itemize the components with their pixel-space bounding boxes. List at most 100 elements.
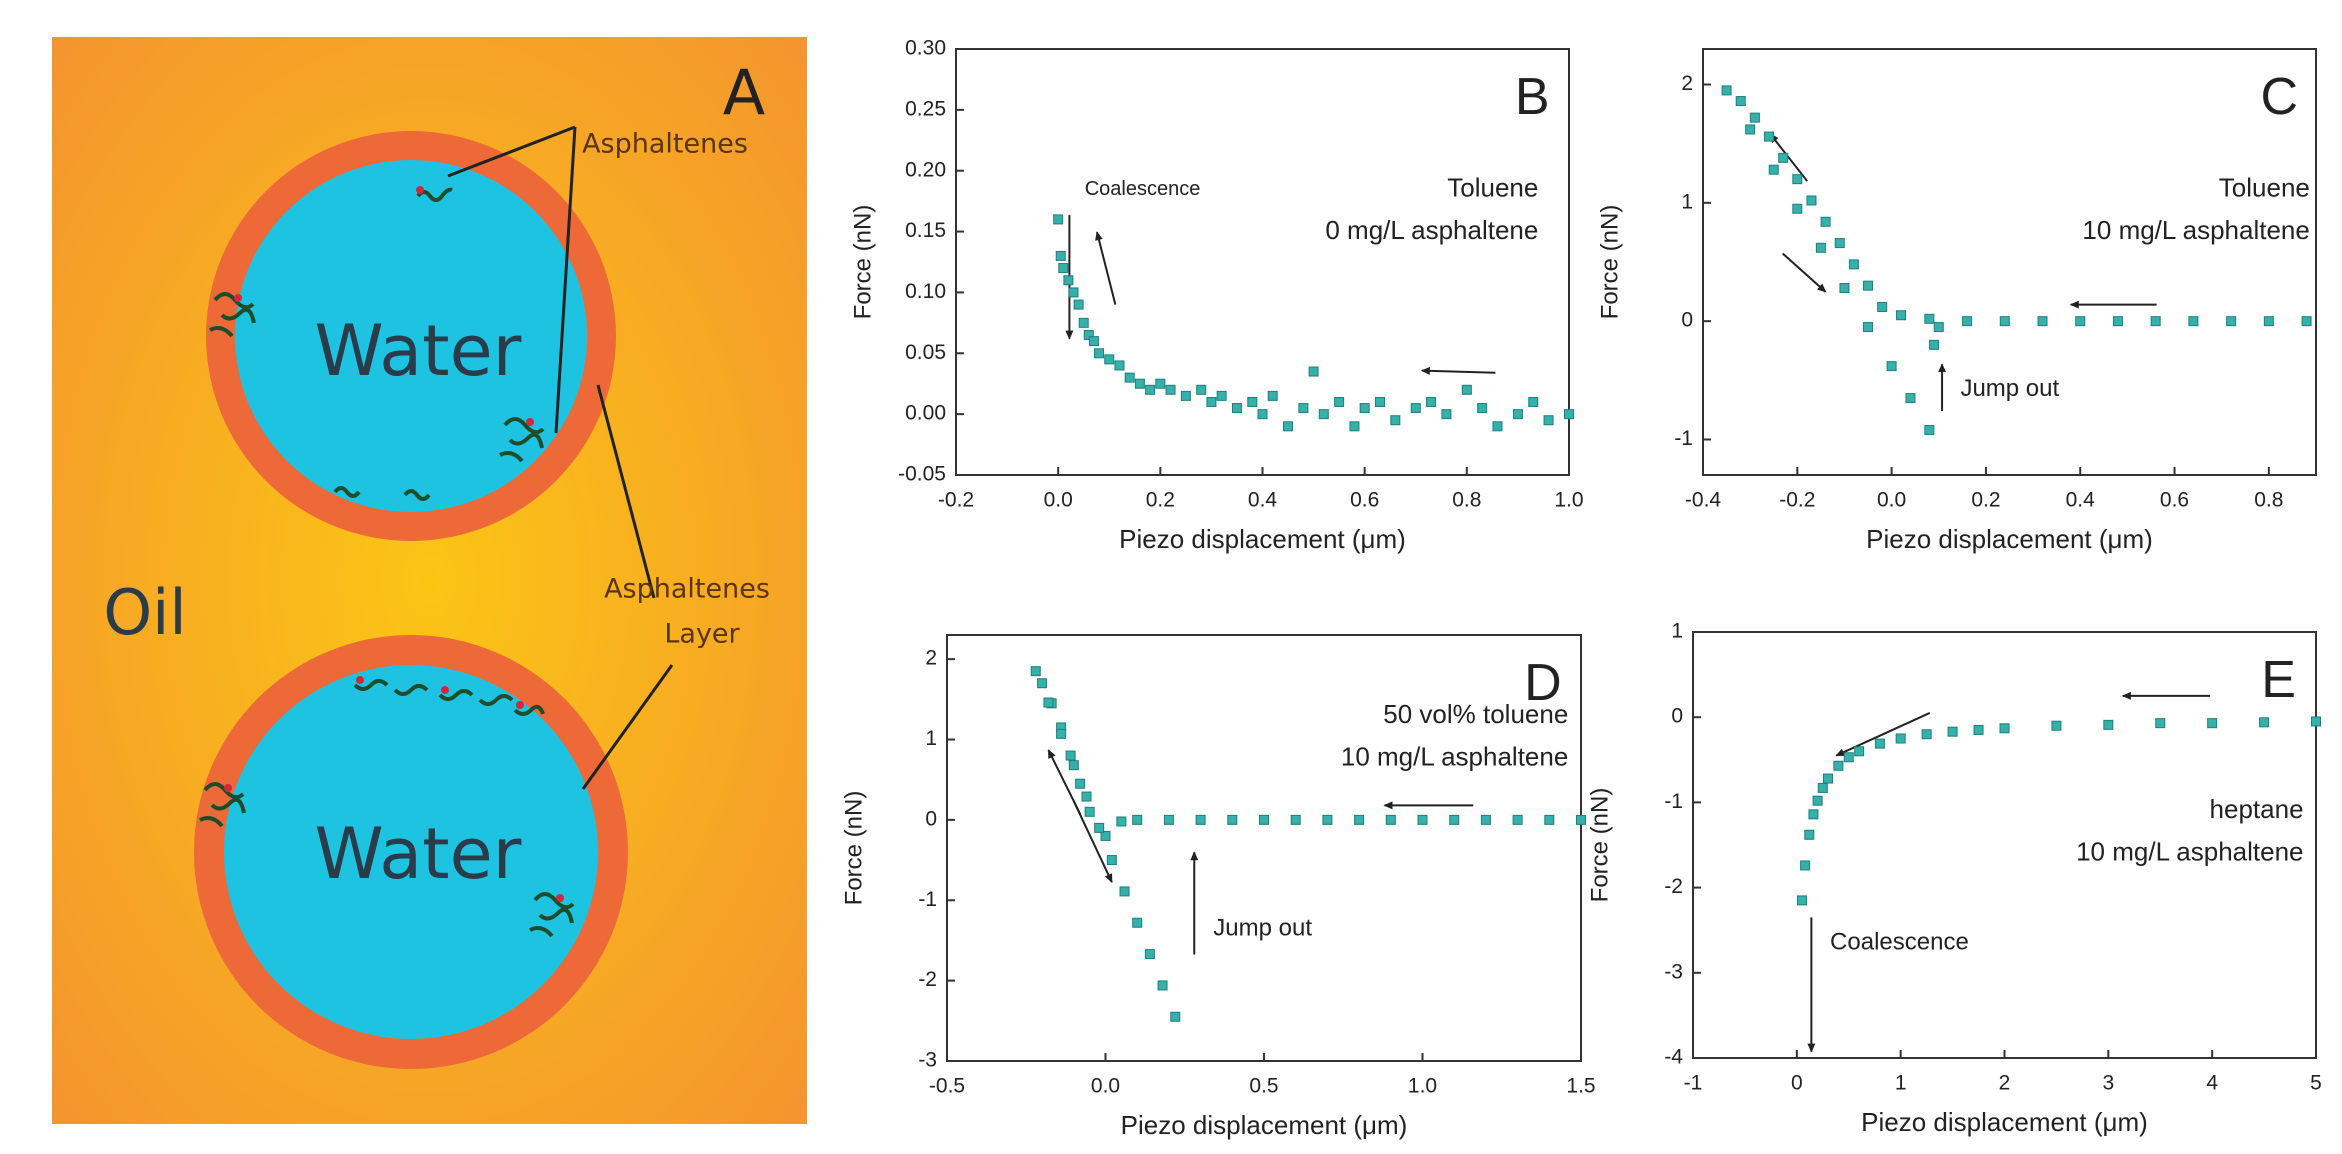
data-point <box>1778 152 1789 163</box>
x-tick-label: 0.4 <box>2066 489 2096 512</box>
data-point <box>1800 860 1811 871</box>
oil-label: Oil <box>103 576 186 649</box>
x-tick-label: -0.2 <box>938 489 974 512</box>
layer-label: Layer <box>664 619 740 650</box>
data-point <box>1170 1011 1181 1022</box>
molecule <box>353 679 545 716</box>
y-tick-label: -2 <box>1664 875 1683 898</box>
data-point <box>1100 830 1111 841</box>
molecule <box>499 417 545 463</box>
y-tick-label: 0.05 <box>905 341 946 364</box>
x-tick-label: 0.0 <box>1091 1075 1120 1098</box>
x-tick-label: 1.5 <box>1566 1075 1595 1098</box>
leader-line <box>596 384 656 599</box>
data-point <box>1792 174 1803 185</box>
annotation: 10 mg/L asphaltene <box>1341 741 1568 771</box>
y-tick-label: 2 <box>925 647 937 670</box>
data-point <box>1055 250 1066 261</box>
data-point <box>1410 403 1421 414</box>
data-point <box>2150 316 2161 327</box>
data-point <box>1106 855 1117 866</box>
data-point <box>1947 726 1958 737</box>
y-tick-label: 0.30 <box>905 37 946 60</box>
annotation: Toluene <box>2219 172 2310 202</box>
data-point <box>1354 814 1365 825</box>
data-point <box>1053 214 1064 225</box>
leader-line <box>554 126 577 434</box>
data-point <box>1134 378 1145 389</box>
y-tick-label: 0 <box>1671 705 1683 728</box>
data-point <box>1804 829 1815 840</box>
data-point <box>1075 778 1086 789</box>
layer-label: Asphaltenes <box>604 574 770 605</box>
y-axis-title: Force (nN) <box>1586 788 1613 903</box>
data-point <box>2263 316 2274 327</box>
x-tick-label: 0.2 <box>1146 489 1175 512</box>
data-point <box>1058 263 1069 274</box>
data-point <box>1999 316 2010 327</box>
data-point <box>1839 283 1850 294</box>
x-tick-label: 0.8 <box>2254 489 2283 512</box>
data-point <box>1441 409 1452 420</box>
data-point <box>1231 403 1242 414</box>
y-tick-label: 1 <box>1681 190 1693 213</box>
data-point <box>1817 782 1828 793</box>
data-point <box>1735 96 1746 107</box>
x-tick-label: 4 <box>2206 1072 2218 1095</box>
data-point <box>1544 814 1555 825</box>
panel-label: E <box>2261 651 2296 709</box>
data-point <box>1196 384 1207 395</box>
data-point <box>1195 814 1206 825</box>
arrow <box>1072 800 1113 883</box>
data-point <box>1081 791 1092 802</box>
data-point <box>1528 396 1539 407</box>
data-point <box>1308 366 1319 377</box>
data-point <box>1808 809 1819 820</box>
data-point <box>1492 421 1503 432</box>
x-tick-label: 3 <box>2102 1072 2114 1095</box>
annotation: 10 mg/L asphaltene <box>2082 215 2309 245</box>
data-point <box>1745 124 1756 135</box>
arrow <box>1420 366 1496 375</box>
annotation: 0 mg/L asphaltene <box>1325 215 1538 245</box>
data-point <box>1078 317 1089 328</box>
x-tick-label: 1 <box>1895 1072 1907 1095</box>
data-point <box>1132 814 1143 825</box>
y-tick-label: 1 <box>925 727 937 750</box>
data-point <box>1417 814 1428 825</box>
data-point <box>1206 396 1217 407</box>
leader-line <box>447 125 576 178</box>
x-tick-label: 5 <box>2310 1072 2322 1095</box>
data-point <box>2259 717 2270 728</box>
data-point <box>1854 746 1865 757</box>
annotation: Coalescence <box>1830 928 1969 955</box>
data-point <box>1374 396 1385 407</box>
water-label: Water <box>315 813 522 895</box>
data-point <box>2037 316 2048 327</box>
data-point <box>1094 348 1105 359</box>
data-point <box>1349 421 1360 432</box>
y-tick-label: -1 <box>918 888 937 911</box>
x-axis-title: Piezo displacement (μm) <box>1866 524 2153 554</box>
water-label: Water <box>315 310 522 392</box>
y-tick-label: -4 <box>1664 1046 1683 1069</box>
data-point <box>2051 720 2062 731</box>
data-point <box>1088 336 1099 347</box>
data-point <box>1812 795 1823 806</box>
data-point <box>2226 316 2237 327</box>
data-point <box>1512 409 1523 420</box>
data-point <box>1043 697 1054 708</box>
data-point <box>1073 299 1084 310</box>
panel-label: D <box>1524 654 1562 712</box>
x-tick-label: 0.4 <box>1248 489 1278 512</box>
x-tick-label: 0 <box>1791 1072 1803 1095</box>
y-tick-label: 0.20 <box>905 158 946 181</box>
data-point <box>1290 814 1301 825</box>
data-point <box>1155 378 1166 389</box>
y-tick-label: -3 <box>1664 960 1683 983</box>
leader-line <box>581 664 674 790</box>
data-point <box>1334 396 1345 407</box>
data-point <box>1477 403 1488 414</box>
data-point <box>2188 316 2199 327</box>
